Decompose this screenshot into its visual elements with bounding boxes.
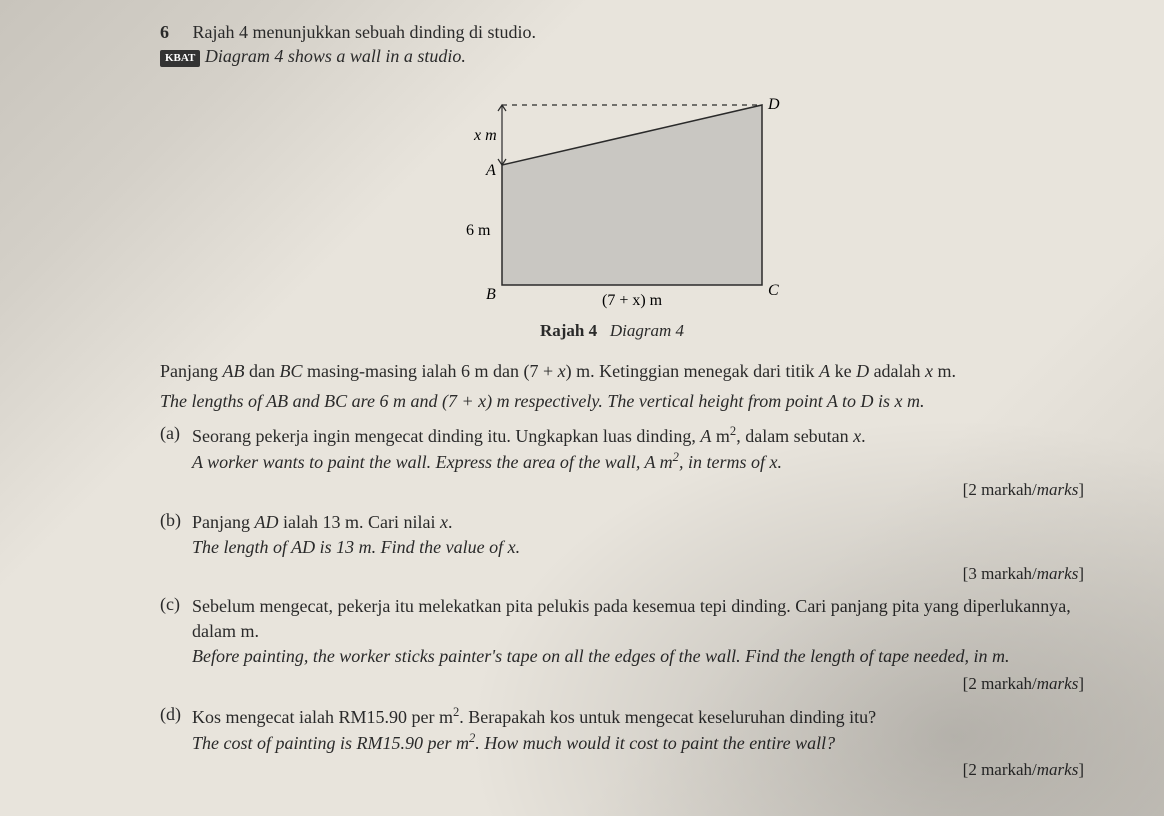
label-D: D	[767, 96, 780, 113]
intro-para-en: The lengths of AB and BC are 6 m and (7 …	[160, 389, 1084, 413]
part-b-label: (b)	[160, 510, 192, 560]
part-c-en: Before painting, the worker sticks paint…	[192, 644, 1084, 669]
wall-polygon	[502, 105, 762, 285]
part-a-en: A worker wants to paint the wall. Expres…	[192, 449, 1084, 475]
kbat-badge: KBAT	[160, 50, 200, 67]
intro-en: Diagram 4 shows a wall in a studio.	[205, 46, 466, 66]
part-d-label: (d)	[160, 704, 192, 756]
intro-para-ms: Panjang AB dan BC masing-masing ialah 6 …	[160, 359, 1084, 383]
part-d-en: The cost of painting is RM15.90 per m2. …	[192, 730, 1084, 756]
label-xm: x m	[473, 127, 497, 144]
part-d: (d) Kos mengecat ialah RM15.90 per m2. B…	[160, 704, 1084, 756]
part-c: (c) Sebelum mengecat, pekerja itu meleka…	[160, 594, 1084, 670]
caption-en: Diagram 4	[610, 321, 684, 340]
intro-ms: Rajah 4 menunjukkan sebuah dinding di st…	[193, 22, 536, 42]
part-d-ms: Kos mengecat ialah RM15.90 per m2. Berap…	[192, 704, 1084, 730]
diagram-container: x m A B C D 6 m (7 + x) m	[120, 85, 1104, 315]
part-b-marks: [3 markah/marks]	[160, 564, 1084, 584]
label-bottom: (7 + x) m	[602, 292, 663, 309]
wall-diagram: x m A B C D 6 m (7 + x) m	[382, 85, 842, 315]
part-a-ms: Seorang pekerja ingin mengecat dinding i…	[192, 423, 1084, 449]
caption-ms: Rajah 4	[540, 321, 597, 340]
part-b-en: The length of AD is 13 m. Find the value…	[192, 535, 1084, 560]
part-c-marks: [2 markah/marks]	[160, 674, 1084, 694]
diagram-caption: Rajah 4 Diagram 4	[120, 321, 1104, 341]
label-A: A	[485, 162, 496, 179]
part-d-marks: [2 markah/marks]	[160, 760, 1084, 780]
part-a: (a) Seorang pekerja ingin mengecat dindi…	[160, 423, 1084, 475]
part-c-label: (c)	[160, 594, 192, 670]
part-b-ms: Panjang AD ialah 13 m. Cari nilai x.	[192, 510, 1084, 535]
question-header-ms: 6 Rajah 4 menunjukkan sebuah dinding di …	[160, 20, 1104, 44]
part-a-label: (a)	[160, 423, 192, 475]
part-a-marks: [2 markah/marks]	[160, 480, 1084, 500]
label-B: B	[486, 286, 496, 303]
part-b: (b) Panjang AD ialah 13 m. Cari nilai x.…	[160, 510, 1084, 560]
question-number: 6	[160, 20, 188, 44]
label-C: C	[768, 282, 779, 299]
label-6m: 6 m	[466, 222, 491, 239]
part-c-ms: Sebelum mengecat, pekerja itu melekatkan…	[192, 594, 1084, 644]
question-header-en: KBAT Diagram 4 shows a wall in a studio.	[160, 44, 1104, 68]
